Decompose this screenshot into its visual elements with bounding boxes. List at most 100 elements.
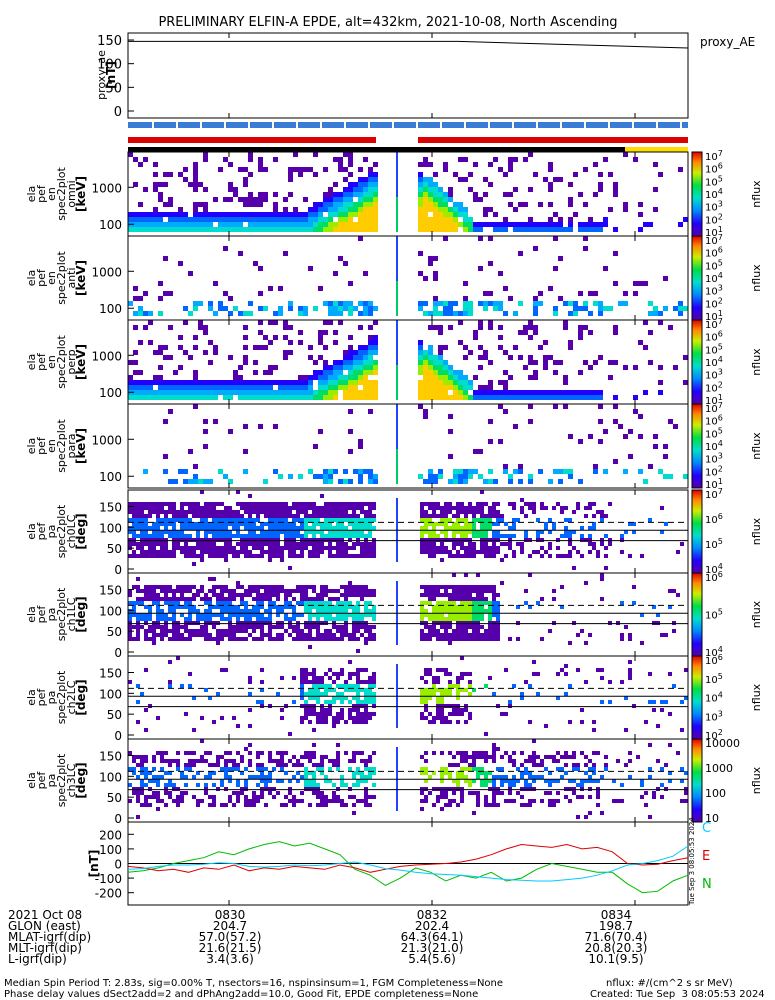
ch3-panel-pixel (312, 775, 316, 779)
ch2-panel-pixel (356, 684, 360, 688)
ch3-panel-pixel (476, 771, 480, 775)
ch0-panel-pixel (452, 506, 456, 510)
ch1-panel-pixel (524, 601, 528, 605)
ch3-panel-pixel (460, 767, 464, 771)
ch0-panel-pixel (476, 518, 480, 522)
perp-panel-pixel (593, 360, 598, 365)
ch3-panel-pixel (200, 799, 204, 803)
ch1-panel-pixel (148, 589, 152, 593)
ch3-panel-pixel (496, 803, 500, 807)
ch0-panel-pixel (304, 502, 308, 506)
omni-panel-pixel (168, 227, 173, 232)
ch0-panel-pixel (484, 518, 488, 522)
ch0-panel-pixel (304, 522, 308, 526)
omni-panel-pixel (198, 212, 203, 217)
anti-panel-pixel (518, 251, 523, 256)
ch3-panel-pixel (532, 763, 536, 767)
ch0-panel-pixel (132, 526, 136, 530)
ch3-panel-pixel (296, 771, 300, 775)
para-panel-pixel (473, 449, 478, 454)
ch3-panel-pixel (264, 803, 268, 807)
ch0-panel-pixel (204, 522, 208, 526)
para-panel-cbar-label: nflux (750, 432, 763, 460)
ch1-panel-pixel (448, 633, 452, 637)
anti-panel-pixel (343, 301, 348, 306)
ae-ytick-label: 150 (97, 34, 122, 49)
ch2-panel-pixel (428, 668, 432, 672)
ch2-panel-pixel (396, 700, 398, 704)
perp-panel-pixel (528, 325, 533, 330)
ch3-panel-pixel (364, 791, 368, 795)
omni-panel-pixel (528, 227, 533, 232)
ch3-panel-pixel (508, 783, 512, 787)
omni-panel-pixel (438, 222, 443, 227)
ch0-panel-pixel (188, 538, 192, 542)
ch0-panel-pixel (444, 530, 448, 534)
ch0-panel-pixel (520, 550, 524, 554)
perp-panel-pixel (363, 350, 368, 355)
perp-panel-pixel (428, 365, 433, 370)
perp-panel-pixel (228, 380, 233, 385)
ch0-panel-pixel (444, 526, 448, 530)
anti-panel-pixel (338, 311, 343, 316)
perp-panel-pixel (308, 355, 313, 360)
ch3-panel-pixel (352, 755, 356, 759)
ch0-panel-pixel (336, 530, 340, 534)
ch0-panel-pixel (240, 550, 244, 554)
perp-panel-pixel (338, 365, 343, 370)
perp-panel-pixel (323, 365, 328, 370)
ch0-panel-pixel (428, 506, 432, 510)
ch1-panel-pixel (372, 613, 376, 617)
ch2-panel-pixel (624, 728, 628, 732)
omni-panel-pixel (223, 227, 228, 232)
ch0-panel-pixel (344, 542, 348, 546)
anti-panel-pixel (553, 236, 558, 241)
ch2-panel-pixel (648, 672, 652, 676)
ch1-panel-pixel (340, 633, 344, 637)
ch3-panel-pixel (308, 803, 312, 807)
omni-panel-pixel (438, 197, 443, 202)
omni-panel-pixel (358, 227, 363, 232)
ch2-panel-pixel (448, 720, 452, 724)
omni-panel-pixel (568, 227, 573, 232)
omni-panel-pixel (288, 217, 293, 222)
perp-panel-pixel (433, 370, 438, 375)
ch1-panel-pixel (164, 617, 168, 621)
ch0-panel-pixel (196, 534, 200, 538)
ch1-panel-pixel (424, 593, 428, 597)
ch0-panel-pixel (540, 506, 544, 510)
ch0-panel-pixel (348, 506, 352, 510)
ch0-panel-pixel (276, 514, 280, 518)
ch3-panel-pixel (512, 799, 516, 803)
ch0-panel-pixel (316, 538, 320, 542)
ch2-panel-pixel (360, 668, 364, 672)
ch2-panel-pixel (348, 716, 352, 720)
ch1-panel-pixel (248, 609, 252, 613)
ch3-panel-pixel (512, 779, 516, 783)
perp-panel-pixel (158, 365, 163, 370)
ch1-panel-pixel (168, 605, 172, 609)
ch1-panel-pixel (144, 633, 148, 637)
ch0-panel-pixel (452, 554, 456, 558)
omni-panel-pixel (348, 222, 353, 227)
ch2-panel-pixel (372, 680, 376, 684)
ch3-panel-pixel (344, 751, 348, 755)
ch1-panel-pixel (476, 609, 480, 613)
ch0-panel-pixel (468, 510, 472, 514)
perp-panel-pixel (168, 385, 173, 390)
ch1-panel-pixel (628, 633, 632, 637)
ch1-panel-pixel (136, 597, 140, 601)
ch0-panel-pixel (160, 534, 164, 538)
perp-panel-pixel (153, 390, 158, 395)
ch0-panel-pixel (268, 514, 272, 518)
anti-panel-ylabel-line: pef (35, 268, 48, 287)
ch3-panel-pixel (452, 779, 456, 783)
perp-panel-pixel (188, 390, 193, 395)
ch1-panel-pixel (188, 621, 192, 625)
ch0-panel-pixel (368, 526, 372, 530)
omni-panel-pixel (348, 207, 353, 212)
perp-panel-pixel (578, 390, 583, 395)
ch0-panel-pixel (220, 550, 224, 554)
omni-panel-pixel (418, 227, 423, 232)
ch1-panel-pixel (180, 589, 184, 593)
